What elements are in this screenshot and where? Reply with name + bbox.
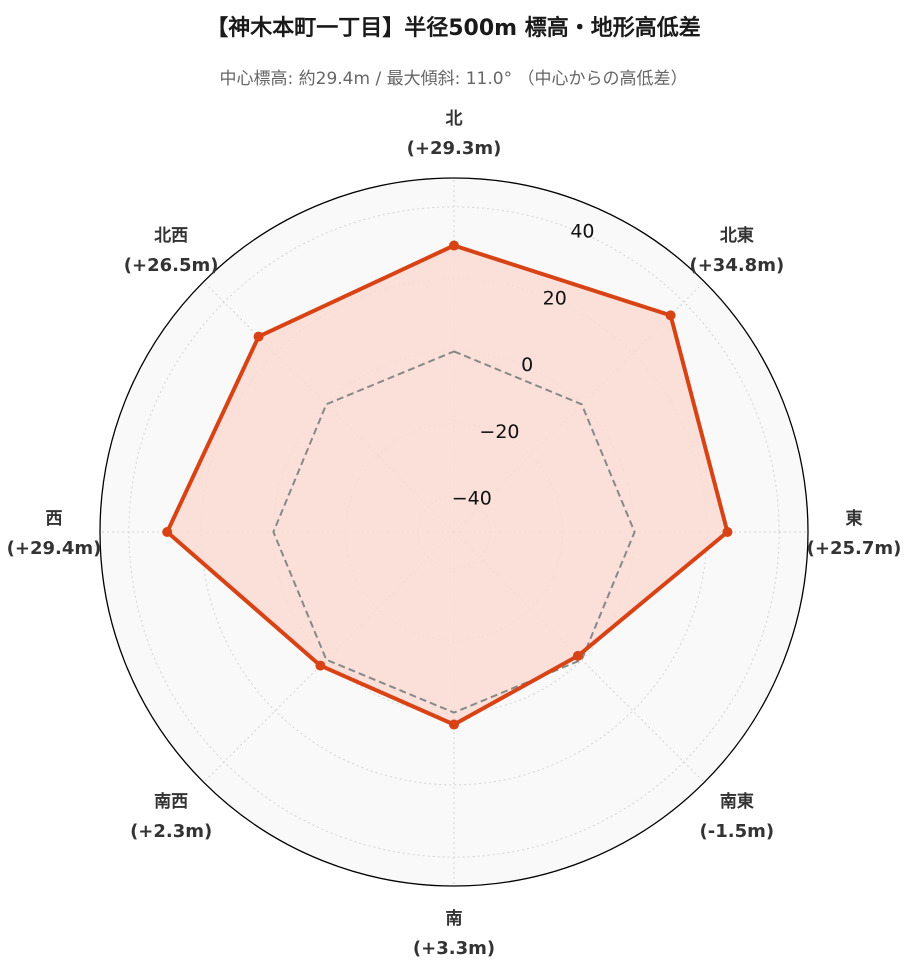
data-point-0 xyxy=(449,240,459,251)
category-label-4: 南 (+3.3m) xyxy=(413,908,495,959)
category-label-3: 南東 (-1.5m) xyxy=(700,791,775,842)
radial-tick-label-0: −40 xyxy=(452,488,492,510)
data-point-5 xyxy=(315,660,326,671)
data-point-2 xyxy=(722,527,733,537)
category-diff: (+29.3m) xyxy=(407,138,502,159)
series-layer xyxy=(162,240,733,730)
data-point-7 xyxy=(253,331,264,342)
data-point-1 xyxy=(665,310,676,321)
series-area-fill xyxy=(167,245,728,725)
data-point-3 xyxy=(572,650,583,661)
category-diff: (+2.3m) xyxy=(130,821,212,842)
category-label-1: 北東 (+34.8m) xyxy=(689,225,784,276)
category-label-2: 東 (+25.7m) xyxy=(807,508,902,559)
reference-line-zero xyxy=(272,350,636,714)
category-name: 東 xyxy=(846,508,863,529)
category-diff: (+3.3m) xyxy=(413,938,495,959)
category-name: 北 xyxy=(446,109,463,129)
category-diff: (+29.4m) xyxy=(7,538,102,559)
data-point-6 xyxy=(162,527,173,537)
data-point-4 xyxy=(449,719,459,730)
radial-tick-label-1: −20 xyxy=(479,421,519,443)
category-label-5: 南西 (+2.3m) xyxy=(130,791,212,842)
radial-tick-label-4: 40 xyxy=(570,221,594,243)
radial-tick-label-2: 0 xyxy=(521,354,533,376)
category-name: 南東 xyxy=(720,791,754,812)
category-name: 南西 xyxy=(154,791,188,812)
category-name: 西 xyxy=(46,509,63,529)
plot-outline xyxy=(99,177,809,887)
chart-subtitle: 中心標高: 約29.4m / 最大傾斜: 11.0° （中心からの高低差） xyxy=(219,69,688,89)
category-label-6: 西 (+29.4m) xyxy=(7,509,102,559)
radial-tick-labels: −40 −20 0 20 40 xyxy=(452,221,595,510)
category-diff: (+25.7m) xyxy=(807,538,902,559)
category-name: 南 xyxy=(446,908,463,929)
category-diff: (+34.8m) xyxy=(689,255,784,276)
category-label-7: 北西 (+26.5m) xyxy=(124,226,219,276)
category-labels: 北 (+29.3m) 北東 (+34.8m) 東 (+25.7m) 南東 (-1.5m) 南 (+… xyxy=(7,109,902,959)
chart-title: 【神木本町一丁目】半径500m 標高・地形高低差 xyxy=(206,16,701,41)
category-diff: (+26.5m) xyxy=(124,255,219,276)
category-name: 北西 xyxy=(154,226,188,246)
category-label-0: 北 (+29.3m) xyxy=(407,109,502,159)
radial-tick-label-3: 20 xyxy=(543,287,567,309)
category-diff: (-1.5m) xyxy=(700,821,775,842)
category-name: 北東 xyxy=(720,225,754,246)
